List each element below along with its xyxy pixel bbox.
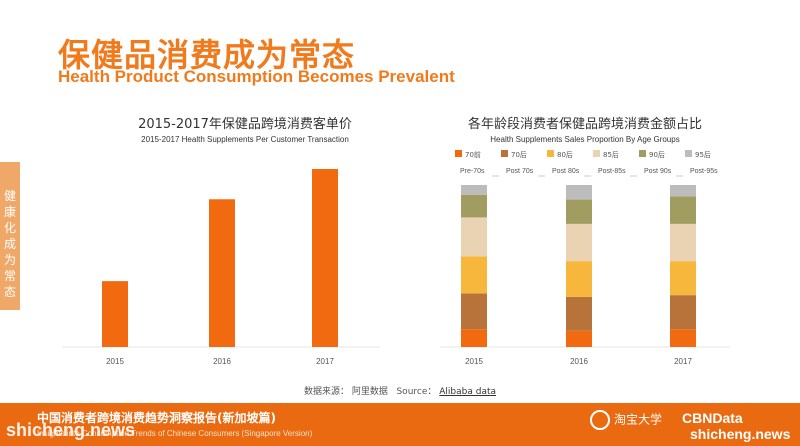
source-link[interactable]: Alibaba data	[439, 387, 497, 397]
chart2-xtick-2016: 2016	[570, 357, 588, 366]
chart2-legend-label-Post 80s: 80后	[557, 150, 573, 159]
watermark-right: shicheng.news	[690, 426, 791, 442]
chart2-legend-label-Pre-70s: 70前	[465, 150, 481, 159]
charts-canvas: 2015 2016 2017 2015 2016 2017 70前 Pre-70s 70后 Pos…	[62, 150, 730, 366]
chart2-legend-swatch-Post-85s	[593, 150, 600, 157]
chart2-segment-2015-Post-85s	[461, 217, 487, 257]
chart1-bar-2016	[209, 199, 235, 347]
chart2-segment-2016-Post 80s	[566, 261, 592, 297]
chart2-segment-2017-Post-85s	[670, 223, 696, 262]
footer-title: 中国消费者跨境消费趋势洞察报告(新加坡篇)	[37, 411, 276, 425]
side-tab-char: 常	[3, 269, 16, 283]
taobao-university-logo: 淘宝大学	[590, 410, 662, 430]
chart2-segment-2017-Post 90s	[670, 196, 696, 224]
chart2-legend-label-en-Post 80s: Post 80s	[552, 168, 580, 175]
chart2-xtick-2017: 2017	[674, 357, 692, 366]
page-title: 保健品消费成为常态	[58, 36, 356, 74]
taobao-logo-icon	[590, 410, 610, 430]
chart2-legend-label-en-Post-95s: Post-95s	[690, 168, 718, 175]
chart1-title: 2015-2017年保健品跨境消费客单价	[138, 117, 352, 132]
source-label: 数据来源：	[303, 387, 349, 397]
side-tab-char: 化	[3, 221, 16, 235]
chart1-subtitle: 2015-2017 Health Supplements Per Custome…	[141, 135, 349, 144]
chart2-segment-2015-Post 80s	[461, 256, 487, 294]
chart2-xtick-2015: 2015	[465, 357, 483, 366]
chart2-segment-2016-Post 90s	[566, 199, 592, 224]
chart2-title: 各年龄段消费者保健品跨境消费金额占比	[467, 117, 702, 132]
page-subtitle: Health Product Consumption Becomes Preva…	[58, 67, 455, 86]
chart2-segment-2015-Post 90s	[461, 194, 487, 218]
chart1-xtick-2016: 2016	[213, 357, 231, 366]
side-tab[interactable]: 健康化成为常态	[0, 162, 20, 310]
chart2-legend-label-Post-85s: 85后	[603, 150, 619, 159]
source-en-label: Source：	[396, 387, 437, 397]
side-tab-char: 态	[3, 285, 16, 299]
side-tab-char: 健	[3, 189, 16, 203]
chart2-legend-label-en-Post-85s: Post-85s	[598, 168, 626, 175]
chart2-segment-2016-Pre-70s	[566, 330, 592, 347]
source-note: 数据来源： 阿里数据 Source： Alibaba data	[0, 384, 800, 397]
chart2-legend-label-en-Post 70s: Post 70s	[506, 168, 534, 175]
chart2-legend-swatch-Post-95s	[685, 150, 692, 157]
chart1-xtick-2015: 2015	[106, 357, 124, 366]
footer-subtitle: Insights into Consumption Trends of Chin…	[37, 429, 313, 438]
chart2-segment-2017-Post 70s	[670, 295, 696, 330]
footer-bar: 中国消费者跨境消费趋势洞察报告(新加坡篇) Insights into Cons…	[0, 403, 800, 446]
chart2-subtitle: Health Supplements Sales Proportion By A…	[490, 135, 680, 144]
chart2-segment-2016-Post-95s	[566, 185, 592, 200]
source-cn: 阿里数据	[351, 387, 388, 397]
chart2-legend-label-Post 90s: 90后	[649, 150, 665, 159]
taobao-logo-text: 淘宝大学	[614, 412, 663, 427]
chart2-segment-2017-Post 80s	[670, 261, 696, 296]
chart2-segment-2016-Post 70s	[566, 296, 592, 331]
chart1-bar-2017	[312, 169, 338, 347]
chart1-bar-2015	[102, 281, 128, 347]
chart2-legend-swatch-Post 70s	[501, 150, 508, 157]
chart2-segment-2015-Post 70s	[461, 293, 487, 330]
chart2-legend-label-Post 70s: 70后	[511, 150, 527, 159]
side-tab-char: 成	[3, 237, 16, 251]
chart2-legend-swatch-Pre-70s	[455, 150, 462, 157]
watermark-left: shicheng.news	[6, 420, 136, 440]
chart2-legend-label-Post-95s: 95后	[695, 150, 711, 159]
chart2-segment-2017-Post-95s	[670, 185, 696, 197]
chart1-xtick-2017: 2017	[316, 357, 334, 366]
side-tab-char: 康	[3, 205, 16, 219]
chart2-segment-2017-Pre-70s	[670, 329, 696, 347]
chart2-legend-label-en-Pre-70s: Pre-70s	[460, 168, 485, 175]
chart2-legend-label-en-Post 90s: Post 90s	[644, 168, 672, 175]
chart2-legend-swatch-Post 80s	[547, 150, 554, 157]
chart2-segment-2015-Pre-70s	[461, 329, 487, 347]
cbndata-logo: CBNData	[682, 410, 743, 426]
side-tab-char: 为	[3, 253, 16, 267]
chart2-segment-2016-Post-85s	[566, 223, 592, 262]
chart2-segment-2015-Post-95s	[461, 185, 487, 195]
chart2-legend-swatch-Post 90s	[639, 150, 646, 157]
